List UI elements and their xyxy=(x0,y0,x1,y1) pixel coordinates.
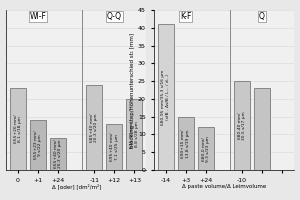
Text: WI-F: WI-F xyxy=(30,12,46,21)
Bar xyxy=(30,120,46,170)
Text: 685+40 mm/
20.3 s/20 µm: 685+40 mm/ 20.3 s/20 µm xyxy=(90,113,98,142)
Text: 635-50 mm/
8.8 s/28 µm: 635-50 mm/ 8.8 s/28 µm xyxy=(130,121,139,148)
Bar xyxy=(86,85,102,170)
Text: 680-40 mm/
30.5 s/17 µm: 680-40 mm/ 30.5 s/17 µm xyxy=(238,111,246,140)
Bar xyxy=(50,138,66,170)
Bar xyxy=(254,88,270,170)
Bar xyxy=(10,88,26,170)
Text: 680-0 mm/
9.3 s/23 µm: 680-0 mm/ 9.3 s/23 µm xyxy=(202,136,210,162)
X-axis label: Δ paste volume/Δ Leimvolume: Δ paste volume/Δ Leimvolume xyxy=(182,184,266,189)
Bar xyxy=(198,127,214,170)
Text: 680-95 mm/35.3 s/16 µm
(sfB - ΔsfB / L... / d...): 680-95 mm/35.3 s/16 µm (sfB - ΔsfB / L..… xyxy=(161,69,170,125)
Text: 655+40 mm/
20.3 s/20 µm: 655+40 mm/ 20.3 s/20 µm xyxy=(54,140,62,168)
X-axis label: Δ [αder] [dm²/m²]: Δ [αder] [dm²/m²] xyxy=(52,184,101,190)
Text: Q: Q xyxy=(259,12,265,21)
Text: K-F: K-F xyxy=(180,12,191,21)
Bar xyxy=(234,81,250,170)
Bar xyxy=(158,24,174,170)
Bar xyxy=(178,117,194,170)
Text: 655+23 mm/
9 s/22 µm: 655+23 mm/ 9 s/22 µm xyxy=(34,131,42,159)
Text: Q-Q: Q-Q xyxy=(107,12,122,21)
Y-axis label: blocking step/Höhenunterschied st₁ [mm]: blocking step/Höhenunterschied st₁ [mm] xyxy=(130,32,135,148)
Bar xyxy=(126,99,142,170)
Text: 695+40 mm/
7.1 s/25 µm: 695+40 mm/ 7.1 s/25 µm xyxy=(110,133,118,161)
Text: 655+20 mm/
8.1 s/18 µm: 655+20 mm/ 8.1 s/18 µm xyxy=(14,115,22,143)
Text: 690+15 mm/
13.8 s/19 µm: 690+15 mm/ 13.8 s/19 µm xyxy=(182,129,190,158)
Bar xyxy=(106,124,122,170)
